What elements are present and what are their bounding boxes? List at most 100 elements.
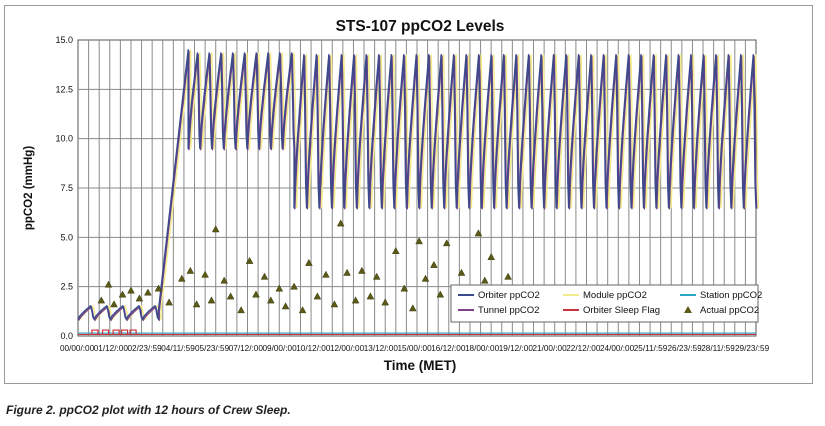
actual-ppco2-point <box>186 266 195 274</box>
y-tick-label: 5.0 <box>60 232 73 242</box>
actual-ppco2-point <box>415 237 423 245</box>
actual-ppco2-point <box>343 268 351 276</box>
actual-ppco2-point <box>154 284 163 292</box>
actual-ppco2-point <box>430 260 438 268</box>
y-tick-label: 15.0 <box>55 35 73 45</box>
actual-ppco2-point <box>457 268 466 276</box>
x-tick-label: 00/00/:00 <box>60 344 95 353</box>
actual-ppco2-point <box>237 306 245 314</box>
actual-ppco2-point <box>192 300 201 308</box>
y-axis-label: ppCO2 (mmHg) <box>23 146 35 231</box>
actual-ppco2-point <box>104 280 113 288</box>
actual-ppco2-point <box>442 239 451 247</box>
actual-ppco2-point <box>127 286 135 294</box>
x-tick-label: 19/12/:00 <box>499 344 534 353</box>
actual-ppco2-point <box>487 252 496 260</box>
y-tick-label: 7.5 <box>60 183 73 193</box>
legend-box <box>450 284 759 323</box>
orbiter-ppco2-line <box>77 49 757 320</box>
actual-ppco2-point <box>400 284 409 292</box>
x-tick-label: 01/12/:00 <box>94 344 129 353</box>
y-tick-label: 0.0 <box>60 331 73 341</box>
x-tick-label: 15/00/:00 <box>398 344 433 353</box>
actual-ppco2-point <box>201 270 209 278</box>
actual-ppco2-point <box>480 276 489 284</box>
actual-ppco2-point <box>165 298 173 306</box>
actual-ppco2-point <box>421 274 430 282</box>
actual-ppco2-point <box>336 219 345 227</box>
x-tick-label: 12/00/:00 <box>330 344 365 353</box>
actual-ppco2-point <box>474 229 483 237</box>
sleep-flag-bump <box>101 329 110 335</box>
actual-ppco2-point <box>381 298 390 306</box>
actual-ppco2-point <box>281 302 290 310</box>
actual-ppco2-point <box>298 306 307 314</box>
actual-ppco2-point <box>266 296 275 304</box>
x-tick-label: 21/00/:00 <box>533 344 568 353</box>
legend-label: Actual ppCO2 <box>700 305 759 316</box>
legend-swatch <box>684 306 692 313</box>
actual-ppco2-point <box>144 288 152 296</box>
legend-label: Station ppCO2 <box>700 290 762 301</box>
chart-title: STS-107 ppCO2 Levels <box>336 18 505 35</box>
x-tick-label: 04/11/:59 <box>161 344 195 353</box>
x-axis-ticks: 00/00/:00 01/12/:00 02/23/:59 04/11/:59 05/2… <box>60 344 770 353</box>
actual-ppco2-point <box>366 292 375 300</box>
actual-ppco2-point <box>226 292 235 300</box>
legend: Orbiter ppCO2 Module ppCO2 Station ppCO2 Tu… <box>450 284 762 323</box>
actual-ppco2-point <box>305 258 313 266</box>
module-ppco2-line <box>79 49 760 320</box>
x-tick-label: 18/00/:00 <box>465 344 500 353</box>
x-tick-label: 09/00/:00 <box>263 344 298 353</box>
y-tick-label: 10.0 <box>55 134 73 144</box>
x-axis-label: Time (MET) <box>384 358 457 373</box>
sleep-flag-bump <box>112 329 120 335</box>
x-tick-label: 02/23/:59 <box>128 344 163 353</box>
actual-ppco2-point <box>207 296 216 304</box>
legend-label: Orbiter Sleep Flag <box>583 305 660 316</box>
series-lines <box>77 49 760 336</box>
actual-ppco2-point <box>504 272 512 280</box>
actual-ppco2-point <box>252 290 260 298</box>
actual-ppco2-point <box>408 304 417 312</box>
actual-ppco2-point <box>322 270 330 278</box>
legend-label: Orbiter ppCO2 <box>478 290 540 301</box>
x-tick-label: 16/12/:00 <box>431 344 466 353</box>
x-tick-label: 05/23/:59 <box>195 344 230 353</box>
y-tick-label: 12.5 <box>55 84 73 94</box>
tunnel-ppco2-line <box>78 50 758 322</box>
actual-ppco2-point <box>110 300 118 308</box>
x-tick-label: 24/00/:00 <box>600 344 635 353</box>
x-tick-label: 29/23/:59 <box>735 344 770 353</box>
sleep-flag-bump <box>121 329 129 335</box>
actual-ppco2-point <box>330 300 339 308</box>
actual-ppco2-point <box>351 296 360 304</box>
x-tick-label: 28/11/:59 <box>701 344 735 353</box>
x-tick-label: 13/12/:00 <box>364 344 399 353</box>
actual-ppco2-point <box>391 246 400 254</box>
actual-ppco2-point <box>220 276 229 284</box>
actual-ppco2-point <box>436 290 445 298</box>
figure-caption: Figure 2. ppCO2 plot with 12 hours of Cr… <box>6 403 291 417</box>
sleep-flag-bump <box>129 329 137 335</box>
legend-label: Module ppCO2 <box>583 290 647 301</box>
y-axis-ticks: 0.0 2.5 5.0 7.5 10.0 12.5 15.0 <box>55 35 73 341</box>
actual-ppco2-point <box>118 290 127 298</box>
actual-ppco2-point <box>260 272 269 280</box>
actual-ppco2-point <box>358 266 366 274</box>
actual-ppco2-point <box>135 294 144 302</box>
y-tick-label: 2.5 <box>60 282 73 292</box>
actual-ppco2-point <box>211 225 220 233</box>
x-tick-label: 10/12/:00 <box>296 344 331 353</box>
actual-ppco2-point <box>97 296 106 304</box>
actual-ppco2-point <box>372 272 381 280</box>
x-tick-label: 26/23/:59 <box>668 344 703 353</box>
legend-label: Tunnel ppCO2 <box>478 305 539 316</box>
actual-ppco2-point <box>313 292 322 300</box>
sleep-flag-bump <box>91 329 99 335</box>
actual-ppco2-point <box>177 274 186 282</box>
x-tick-label: 07/12/:00 <box>229 344 264 353</box>
actual-ppco2-point <box>245 256 254 264</box>
actual-ppco2-point <box>290 282 298 290</box>
